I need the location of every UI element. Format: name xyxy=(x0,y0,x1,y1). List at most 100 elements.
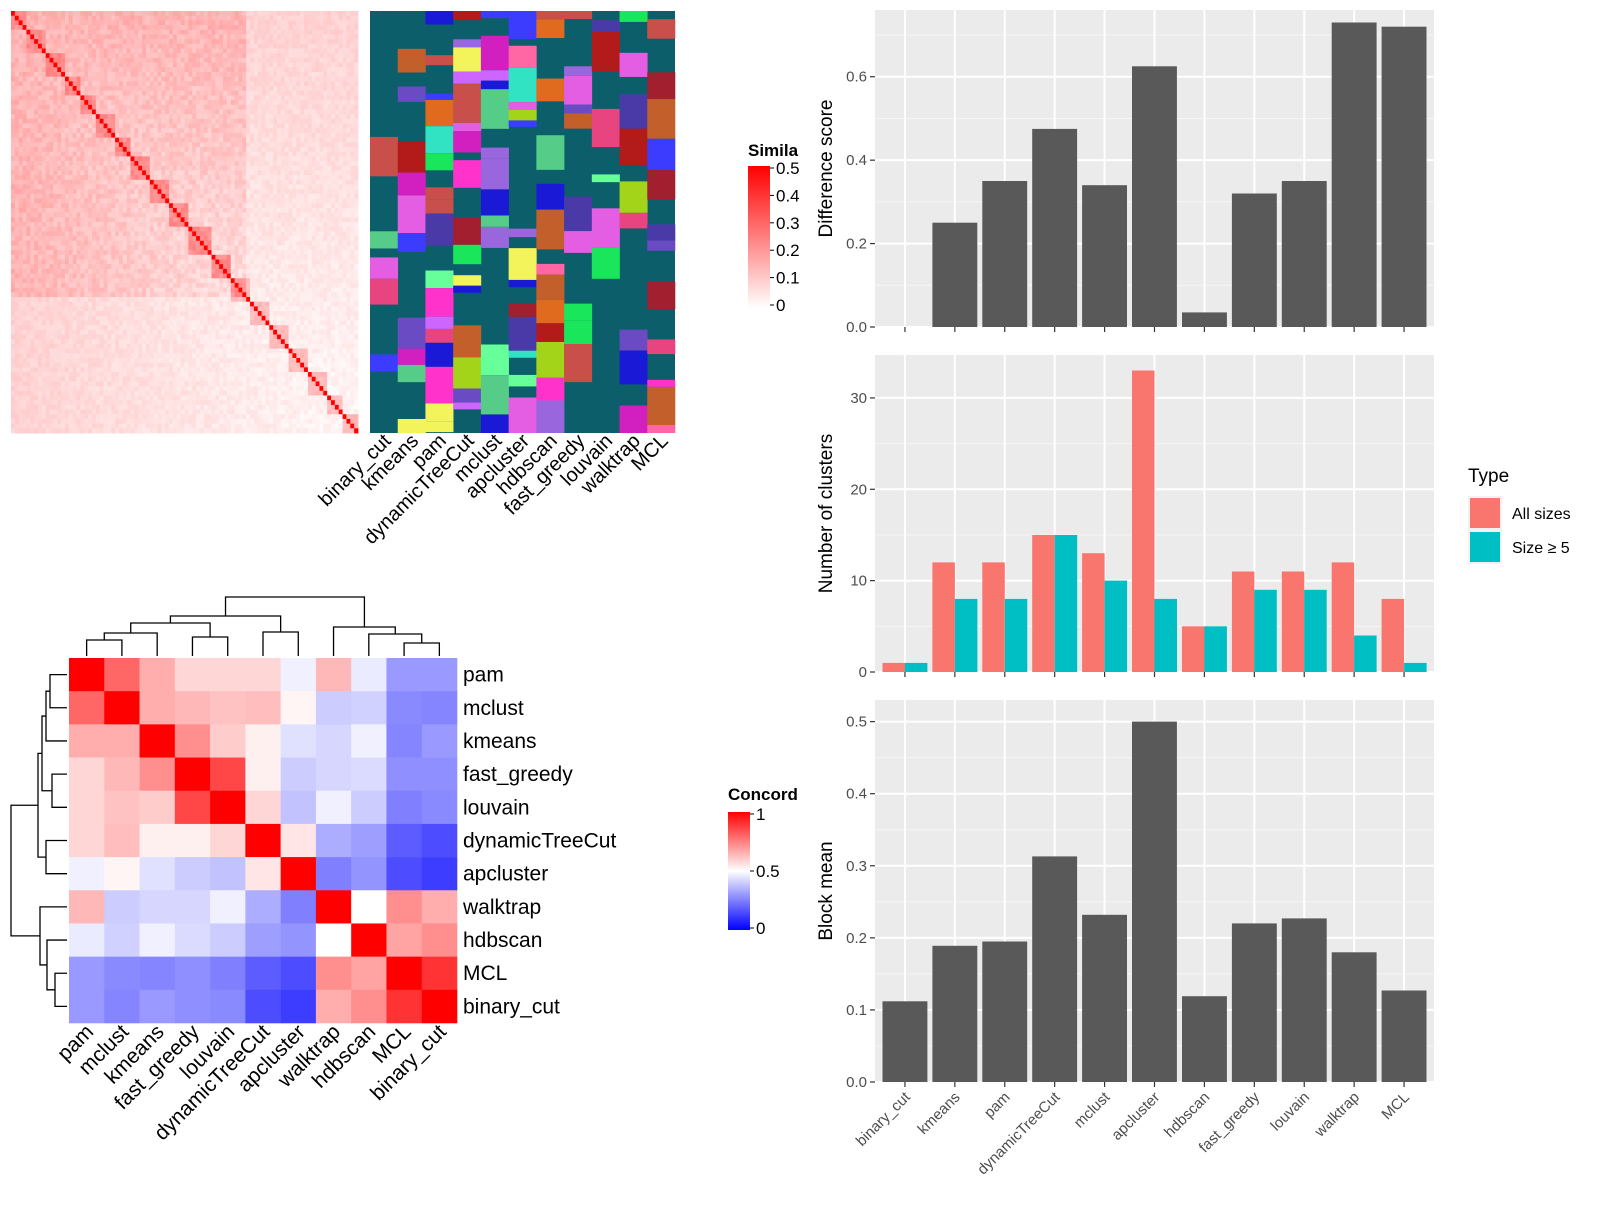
bar xyxy=(932,946,977,1082)
concordance-legend: Concord 10.50 xyxy=(728,785,798,938)
concordance-cell xyxy=(422,957,458,990)
concordance-row-label: mclust xyxy=(463,697,524,720)
concordance-cell xyxy=(210,990,246,1023)
similarity-legend-ticks: 0.50.40.30.20.10 xyxy=(770,159,800,315)
concordance-cell xyxy=(351,990,387,1023)
concordance-cell xyxy=(281,691,317,724)
concordance-cell xyxy=(281,923,317,956)
concordance-cell xyxy=(104,990,140,1023)
bar-all-sizes xyxy=(1132,371,1155,673)
concordance-cell xyxy=(69,957,105,990)
concordance-cell xyxy=(175,758,211,791)
bar xyxy=(932,223,977,327)
concordance-cell xyxy=(316,990,352,1023)
bar xyxy=(1182,312,1227,327)
concordance-row-label: hdbscan xyxy=(463,929,542,952)
x-tick-label: louvain xyxy=(1267,1089,1313,1135)
concordance-cell xyxy=(316,957,352,990)
concordance-cell xyxy=(351,691,387,724)
concordance-cell xyxy=(175,890,211,923)
concordance-cell xyxy=(281,990,317,1023)
concordance-cell xyxy=(210,857,246,890)
bar xyxy=(1032,856,1077,1082)
concordance-cell xyxy=(351,791,387,824)
concordance-cell xyxy=(140,923,176,956)
y-tick-label: 0.4 xyxy=(846,152,867,169)
similarity-legend-title: Simila xyxy=(748,141,799,160)
x-tick-label: kmeans xyxy=(915,1089,964,1138)
concordance-cell xyxy=(175,724,211,757)
concordance-cell xyxy=(140,957,176,990)
concordance-cell xyxy=(69,923,105,956)
bar-all-sizes xyxy=(1182,626,1205,672)
bar xyxy=(982,942,1027,1083)
concordance-cell xyxy=(245,691,281,724)
concordance-cell xyxy=(210,957,246,990)
concordance-cell xyxy=(281,890,317,923)
concordance-cell xyxy=(175,791,211,824)
concordance-cell xyxy=(210,691,246,724)
concordance-colorbar xyxy=(728,812,750,930)
concordance-cell xyxy=(210,824,246,857)
concordance-cell xyxy=(386,724,422,757)
concordance-cell xyxy=(104,923,140,956)
bar-size-5 xyxy=(1304,590,1327,672)
similarity-tick-label: 0 xyxy=(776,296,785,315)
concordance-cell xyxy=(140,691,176,724)
type-legend-label: Size ≥ 5 xyxy=(1512,540,1570,557)
similarity-tick-label: 0.5 xyxy=(776,159,800,178)
concordance-cell xyxy=(351,658,387,691)
bar-size-5 xyxy=(1404,663,1427,672)
concordance-tick-label: 1 xyxy=(756,805,765,824)
concordance-cell xyxy=(245,890,281,923)
type-legend-swatch xyxy=(1470,532,1500,562)
concordance-cell xyxy=(245,658,281,691)
concordance-cell xyxy=(69,758,105,791)
concordance-cell xyxy=(281,758,317,791)
concordance-cell xyxy=(422,724,458,757)
concordance-cell xyxy=(104,658,140,691)
concordance-cell xyxy=(386,957,422,990)
concordance-cell xyxy=(422,990,458,1023)
concordance-cell xyxy=(245,990,281,1023)
concordance-column-labels: pammclustkmeansfast_greedylouvaindynamic… xyxy=(53,1020,451,1145)
concordance-cell xyxy=(386,658,422,691)
concordance-cell xyxy=(69,791,105,824)
concordance-cell xyxy=(104,824,140,857)
concordance-cell xyxy=(316,724,352,757)
concordance-cell xyxy=(210,758,246,791)
bar-size-5 xyxy=(1204,626,1227,672)
y-tick-label: 0.2 xyxy=(846,236,867,253)
x-tick-label: mclust xyxy=(1071,1088,1114,1131)
similarity-tick-label: 0.4 xyxy=(776,186,800,205)
bar-all-sizes xyxy=(1382,599,1405,672)
bar xyxy=(883,1001,928,1082)
x-tick-label: apcluster xyxy=(1108,1089,1163,1144)
concordance-cell xyxy=(386,890,422,923)
concordance-cell xyxy=(422,890,458,923)
concordance-cell xyxy=(351,824,387,857)
bar-all-sizes xyxy=(1232,572,1255,673)
similarity-tick-label: 0.2 xyxy=(776,241,800,260)
similarity-tick-label: 0.3 xyxy=(776,214,800,233)
concordance-row-label: louvain xyxy=(463,796,530,819)
bar-all-sizes xyxy=(1282,572,1305,673)
concordance-cell xyxy=(245,824,281,857)
concordance-cell xyxy=(140,890,176,923)
concordance-cell xyxy=(210,791,246,824)
concordance-cell xyxy=(210,724,246,757)
concordance-cell xyxy=(316,857,352,890)
concordance-cell xyxy=(69,890,105,923)
concordance-cell xyxy=(69,824,105,857)
y-tick-label: 10 xyxy=(850,573,867,590)
x-tick-label: walktrap xyxy=(1311,1089,1363,1141)
concordance-row-label: apcluster xyxy=(463,863,548,886)
concordance-dendrogram-top xyxy=(87,597,440,656)
cluster-assignment-panel xyxy=(370,11,675,433)
concordance-cell xyxy=(175,857,211,890)
concordance-cell xyxy=(386,824,422,857)
bar xyxy=(1232,923,1277,1082)
concordance-cell xyxy=(386,791,422,824)
